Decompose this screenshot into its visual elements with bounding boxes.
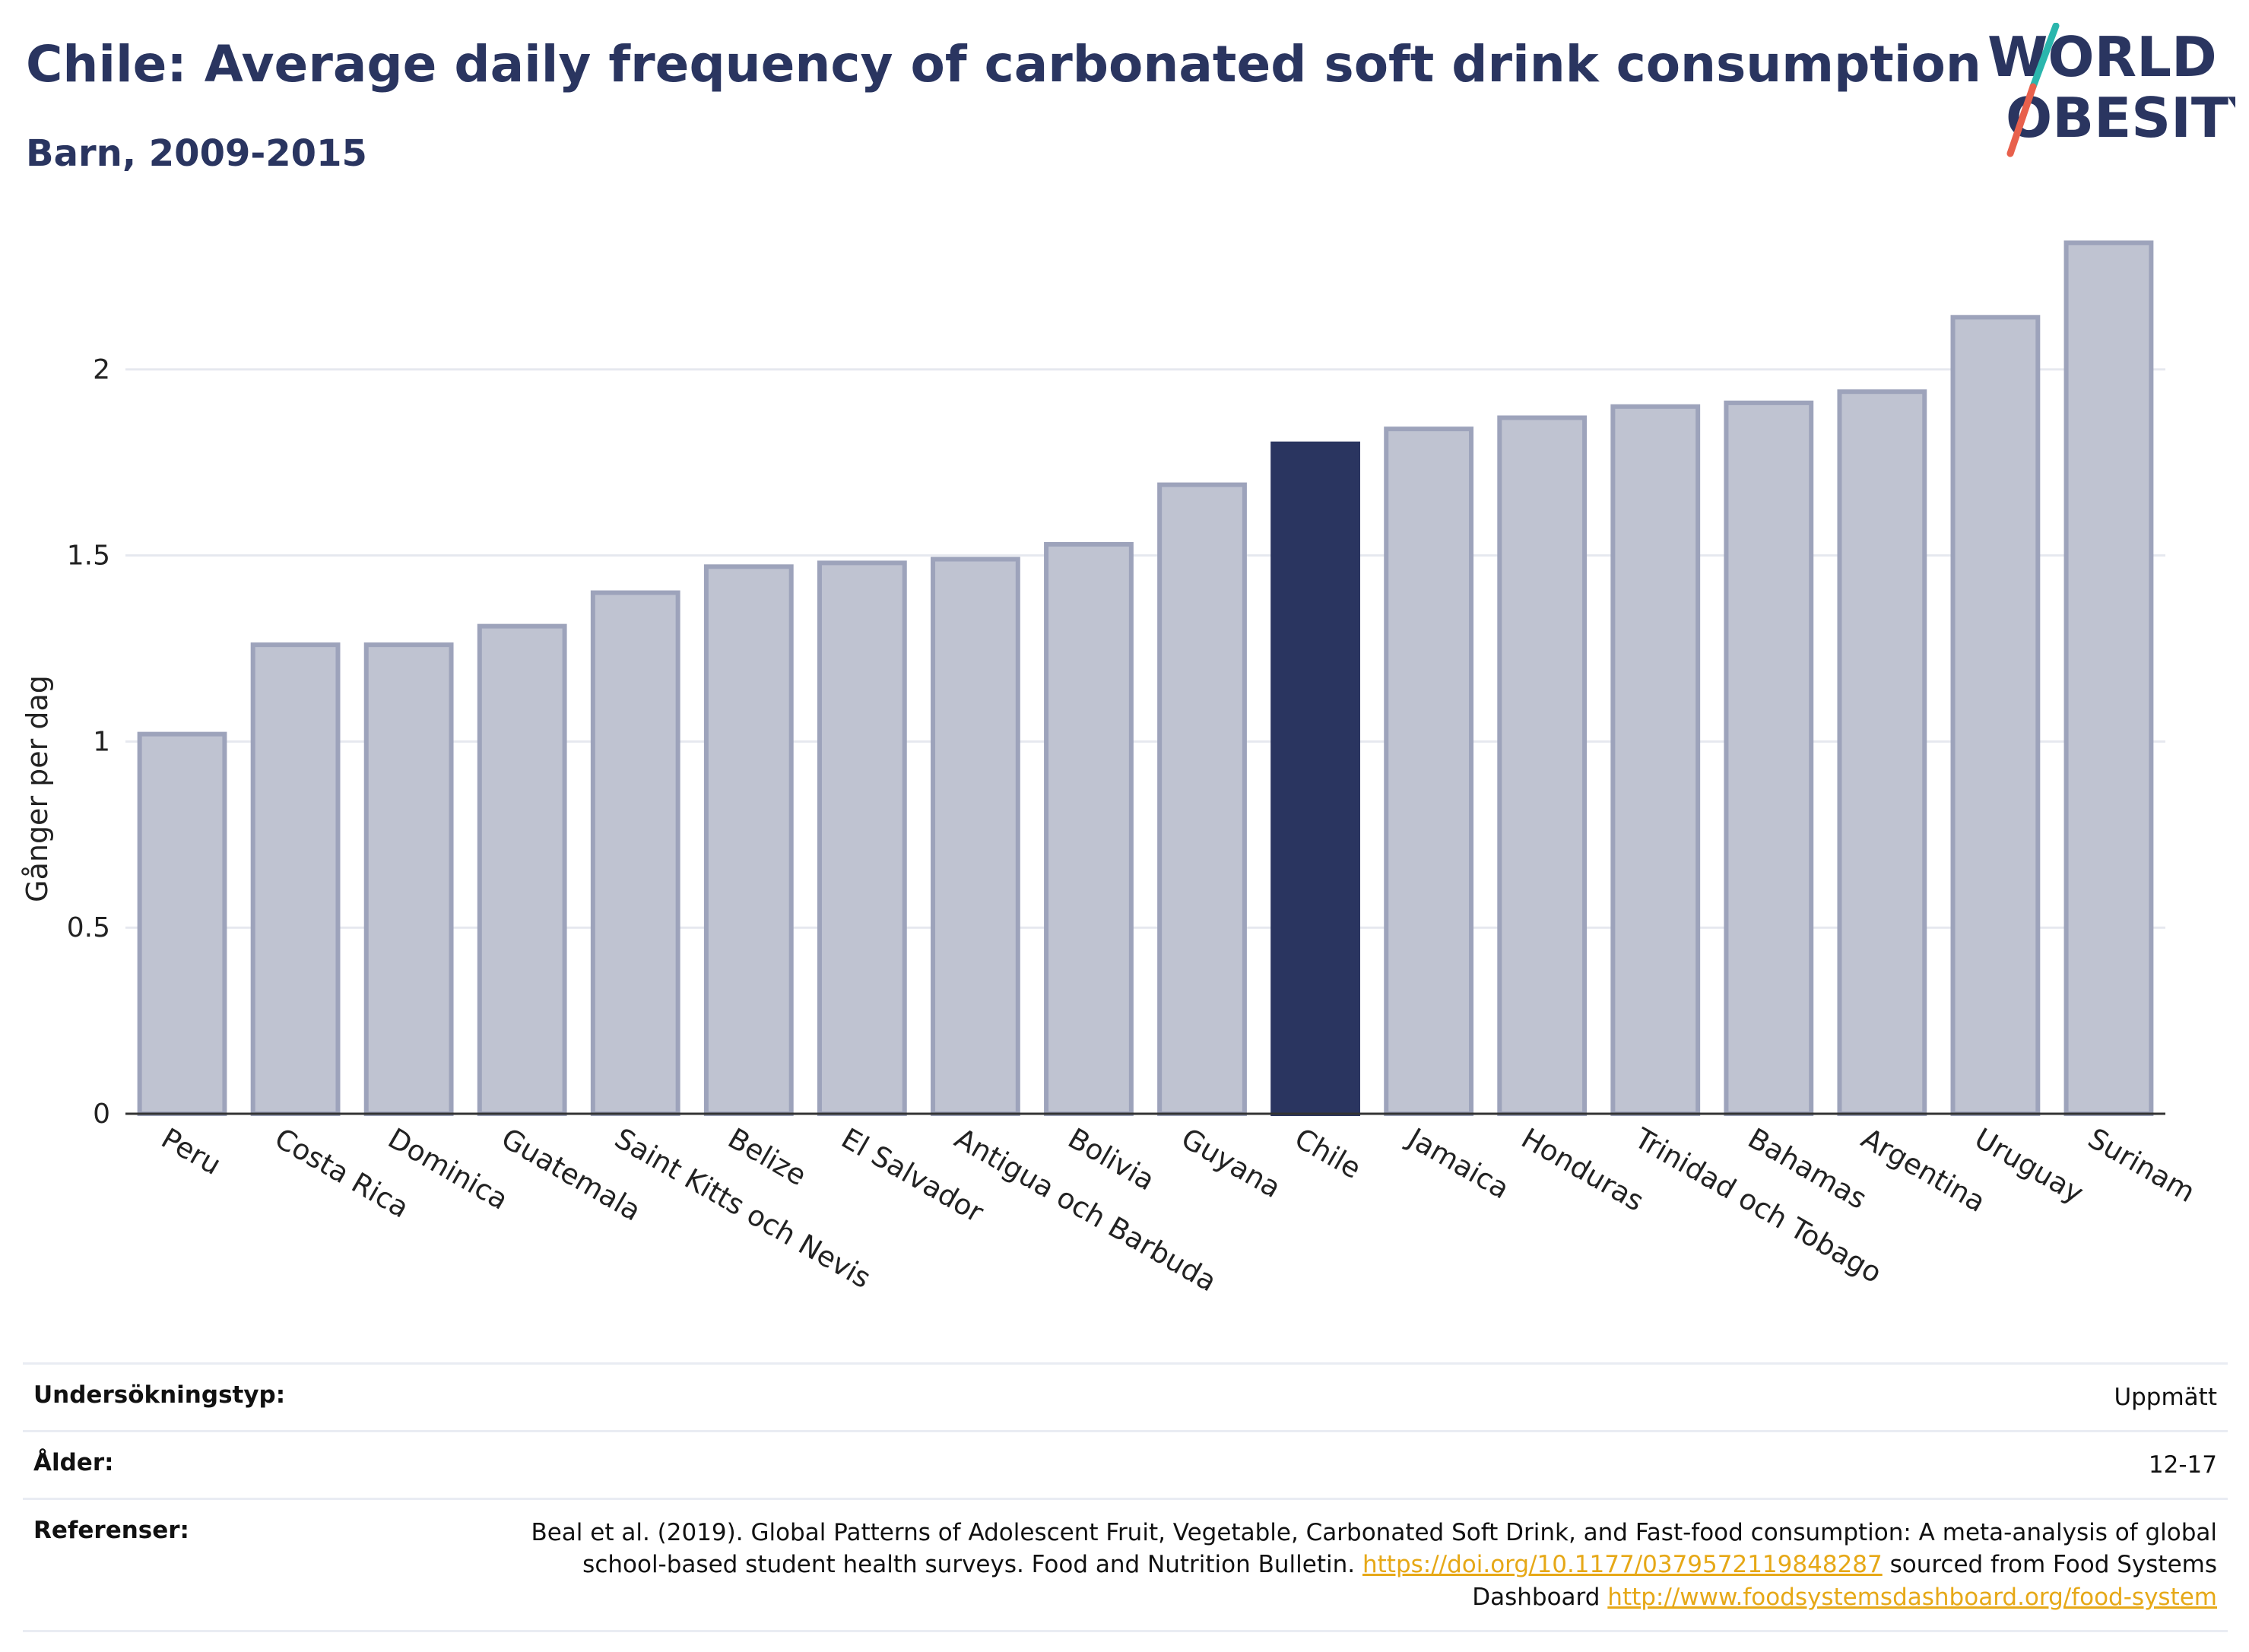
bar-surinam	[2063, 240, 2154, 1116]
reference-text: Beal et al. (2019). Global Patterns of A…	[531, 1519, 2217, 1579]
x-tick-label: Surinam	[2082, 1122, 2200, 1210]
bar-uruguay	[1950, 315, 2041, 1117]
logo-text-obesity: OBESITY	[2006, 86, 2235, 150]
bar-costa-rica	[250, 642, 341, 1116]
logo-text-world: WORLD	[1987, 25, 2217, 89]
world-obesity-logo: WORLD OBESITY	[1987, 23, 2235, 157]
bar-dominica	[363, 642, 454, 1116]
bar-guatemala	[477, 623, 567, 1116]
x-tick-label: Peru	[156, 1122, 227, 1181]
bar-antigua-och-barbuda	[931, 556, 1020, 1116]
x-tick-label: Chile	[1289, 1122, 1367, 1186]
y-axis-title: Gånger per dag	[21, 675, 54, 902]
bar-chart: 0 0.5 1 1.5 2 Peru Costa RicaDominicaGuatemal…	[21, 240, 2200, 1298]
references-row: Referenser: Beal et al. (2019). Global P…	[23, 1498, 2228, 1632]
x-tick-label: Belize	[722, 1122, 812, 1193]
x-tick-label: Argentina	[1856, 1122, 1991, 1219]
bar-jamaica	[1384, 426, 1474, 1116]
gridlines	[125, 368, 2165, 929]
logo-slash-teal-icon	[2029, 23, 2060, 90]
survey-type-label: Undersökningstyp:	[33, 1381, 286, 1409]
x-tick-label: Jamaica	[1401, 1121, 1515, 1206]
bar-argentina	[1837, 389, 1927, 1116]
bar-honduras	[1497, 415, 1588, 1116]
bar-saint-kitts-och-nevis	[590, 590, 680, 1116]
bar-chile	[1270, 441, 1360, 1116]
bar-peru	[137, 731, 227, 1116]
references-label: Referenser:	[33, 1517, 189, 1545]
bar-guyana	[1157, 482, 1247, 1116]
bar-el-salvador	[817, 560, 907, 1116]
y-tick-label: 0	[93, 1099, 110, 1130]
references-value: Beal et al. (2019). Global Patterns of A…	[468, 1517, 2217, 1612]
survey-type-value: Uppmätt	[2114, 1384, 2217, 1411]
doi-link[interactable]: https://doi.org/10.1177/0379572119848287	[1362, 1551, 1883, 1579]
age-row: Ålder: 12-17	[23, 1430, 2228, 1498]
x-tick-label: Guyana	[1176, 1122, 1286, 1205]
logo-slash-coral-icon	[2006, 83, 2037, 157]
x-tick-label: Honduras	[1516, 1122, 1650, 1218]
food-systems-link[interactable]: http://www.foodsystemsdashboard.org/food…	[1607, 1583, 2217, 1611]
y-tick-label: 1.5	[67, 541, 110, 572]
y-axis-ticks: 0 0.5 1 1.5 2	[67, 354, 110, 1130]
bar-belize	[703, 564, 794, 1116]
bar-bolivia	[1044, 541, 1134, 1116]
bar-bahamas	[1724, 400, 1814, 1116]
y-tick-label: 1	[93, 726, 110, 757]
survey-type-row: Undersökningstyp: Uppmätt	[23, 1362, 2228, 1430]
bar-trinidad-och-tobago	[1610, 404, 1701, 1116]
chart-subtitle: Barn, 2009-2015	[26, 132, 367, 175]
y-tick-label: 2	[93, 354, 110, 385]
chart-title: Chile: Average daily frequency of carbon…	[26, 35, 1981, 94]
age-label: Ålder:	[33, 1449, 114, 1477]
reference-source-text: sourced from Food Systems Dashboard	[1472, 1551, 2217, 1611]
metadata-table: Undersökningstyp: Uppmätt Ålder: 12-17 R…	[23, 1362, 2228, 1632]
age-value: 12-17	[2148, 1451, 2217, 1479]
y-tick-label: 0.5	[67, 912, 110, 943]
bars	[137, 240, 2154, 1117]
